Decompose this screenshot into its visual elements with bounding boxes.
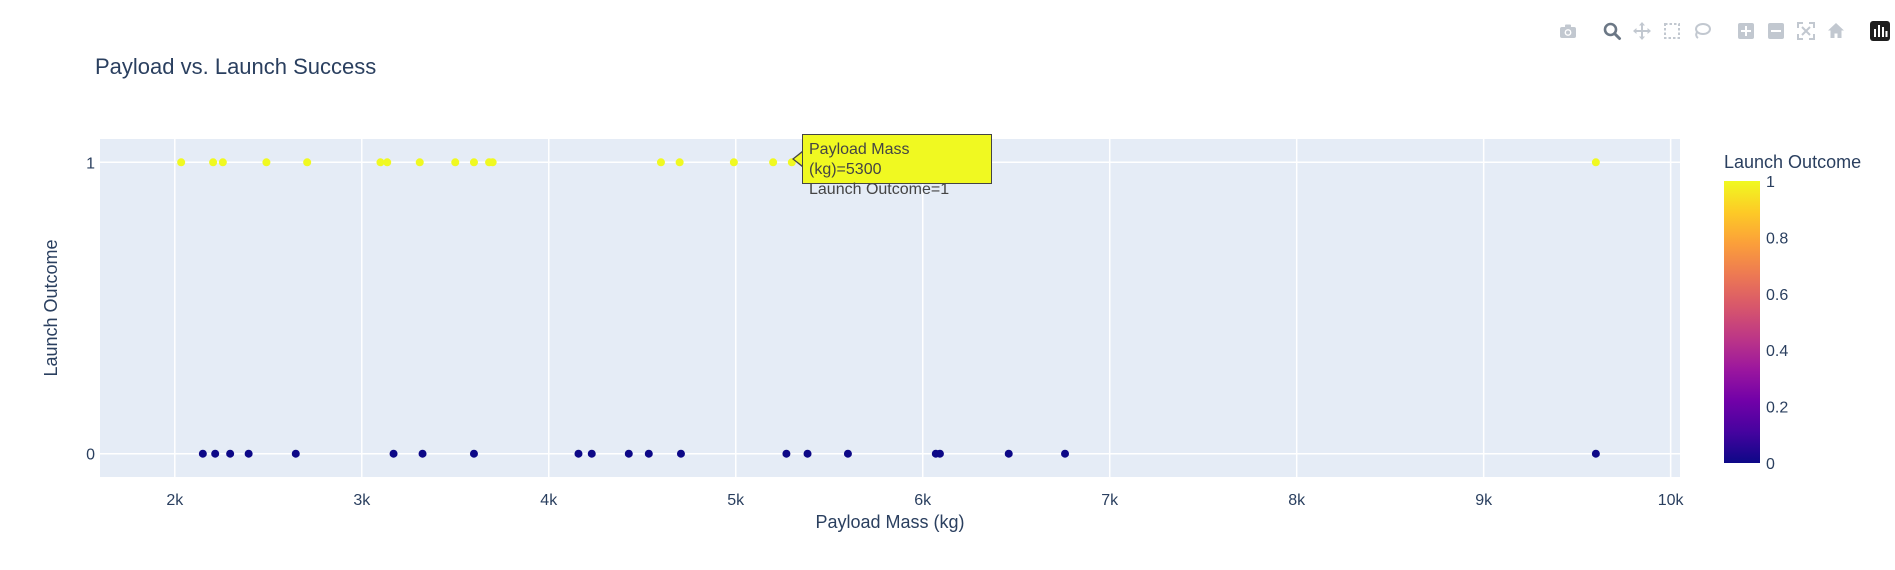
download-plot-button[interactable] — [1553, 16, 1583, 46]
data-point[interactable] — [782, 449, 791, 458]
y-axis-label: Launch Outcome — [41, 239, 61, 376]
camera-icon — [1560, 24, 1576, 38]
zoom-icon — [1603, 22, 1621, 40]
data-point[interactable] — [488, 158, 497, 167]
plotly-logo-button[interactable] — [1865, 16, 1895, 46]
data-points — [177, 158, 1600, 458]
zoom-in-icon — [1738, 23, 1754, 39]
zoom-out-icon — [1768, 23, 1784, 39]
data-point[interactable] — [303, 158, 312, 167]
data-point[interactable] — [676, 449, 685, 458]
y-tick-label: 0 — [86, 447, 95, 464]
box-select-icon — [1664, 23, 1680, 39]
data-point[interactable] — [1061, 449, 1070, 458]
data-point[interactable] — [291, 449, 300, 458]
data-point[interactable] — [644, 449, 653, 458]
data-point[interactable] — [803, 449, 812, 458]
data-point[interactable] — [935, 449, 944, 458]
x-tick-label: 5k — [727, 492, 745, 509]
y-tick-label: 1 — [86, 155, 95, 172]
data-point[interactable] — [656, 158, 665, 167]
data-point[interactable] — [843, 449, 852, 458]
x-tick-label: 9k — [1475, 492, 1493, 509]
tooltip-arrow-fill — [794, 152, 803, 166]
data-point[interactable] — [729, 158, 738, 167]
data-point[interactable] — [587, 449, 596, 458]
lasso-select-icon — [1695, 23, 1711, 39]
data-point[interactable] — [209, 158, 218, 167]
colorbar — [1724, 181, 1760, 463]
box-select-button[interactable] — [1657, 16, 1687, 46]
data-point[interactable] — [198, 449, 207, 458]
data-point[interactable] — [1591, 158, 1600, 167]
data-point[interactable] — [418, 449, 427, 458]
colorbar-tick-label: 0.6 — [1766, 287, 1788, 304]
x-tick-label: 4k — [540, 492, 558, 509]
colorbar-tick-label: 0.2 — [1766, 400, 1788, 417]
data-point[interactable] — [769, 158, 778, 167]
zoom-in-button[interactable] — [1731, 16, 1761, 46]
data-point[interactable] — [389, 449, 398, 458]
x-tick-label: 2k — [166, 492, 184, 509]
data-point[interactable] — [415, 158, 424, 167]
data-point[interactable] — [383, 158, 392, 167]
data-point[interactable] — [376, 158, 385, 167]
data-point[interactable] — [469, 158, 478, 167]
data-point[interactable] — [675, 158, 684, 167]
colorbar-tick-labels: 0 0.2 0.4 0.6 0.8 1 — [1766, 174, 1788, 473]
colorbar-tick-label: 0.8 — [1766, 230, 1788, 247]
colorbar-tick-label: 1 — [1766, 174, 1775, 191]
data-point[interactable] — [624, 449, 633, 458]
tooltip-outcome-line: Launch Outcome=1 — [809, 181, 950, 198]
plot-area[interactable] — [100, 139, 1680, 477]
x-tick-labels: 2k 3k 4k 5k 6k 7k 8k 9k 10k — [166, 492, 1684, 509]
x-tick-label: 6k — [914, 492, 932, 509]
data-point[interactable] — [177, 158, 186, 167]
plotly-logo-icon — [1870, 21, 1890, 41]
x-tick-label: 3k — [353, 492, 371, 509]
data-point[interactable] — [1004, 449, 1013, 458]
data-point[interactable] — [1591, 449, 1600, 458]
data-point[interactable] — [211, 449, 220, 458]
y-tick-labels: 01 — [86, 155, 95, 463]
data-point[interactable] — [244, 449, 253, 458]
reset-axes-button[interactable] — [1821, 16, 1851, 46]
x-tick-label: 8k — [1288, 492, 1306, 509]
home-icon — [1828, 23, 1844, 38]
autoscale-button[interactable] — [1791, 16, 1821, 46]
data-point[interactable] — [262, 158, 271, 167]
colorbar-title: Launch Outcome — [1724, 152, 1861, 172]
pan-icon — [1633, 22, 1651, 40]
data-point[interactable] — [218, 158, 227, 167]
colorbar-tick-label: 0.4 — [1766, 343, 1788, 360]
chart-title: Payload vs. Launch Success — [95, 54, 377, 79]
hover-tooltip: Payload Mass (kg)=5300 Launch Outcome=1 — [802, 134, 992, 198]
lasso-select-button[interactable] — [1687, 16, 1717, 46]
data-point[interactable] — [451, 158, 460, 167]
pan-button[interactable] — [1627, 16, 1657, 46]
modebar — [1553, 16, 1895, 46]
zoom-out-button[interactable] — [1761, 16, 1791, 46]
zoom-button[interactable] — [1597, 16, 1627, 46]
colorbar-tick-label: 0 — [1766, 456, 1775, 473]
x-tick-label: 10k — [1658, 492, 1685, 509]
tooltip-payload-line: Payload Mass (kg)=5300 — [809, 141, 910, 178]
data-point[interactable] — [574, 449, 583, 458]
x-tick-label: 7k — [1101, 492, 1119, 509]
x-axis-label: Payload Mass (kg) — [815, 512, 964, 532]
data-point[interactable] — [469, 449, 478, 458]
data-point[interactable] — [226, 449, 235, 458]
autoscale-icon — [1797, 22, 1815, 40]
